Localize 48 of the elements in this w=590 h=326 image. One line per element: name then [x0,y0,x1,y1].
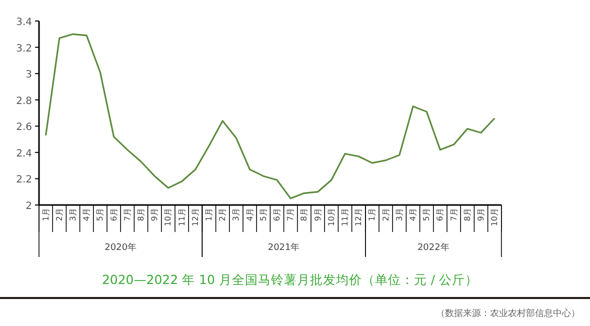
y-tick-label: 3.2 [16,43,32,54]
y-tick-label: 2.2 [16,174,32,186]
x-tick-label: 3月 [232,208,241,222]
text: 2022年 [417,242,450,253]
x-tick-label: 11月 [340,208,350,226]
x-tick-label: 10月 [490,208,500,226]
x-tick-label: 2月 [381,208,390,222]
x-tick-label: 3月 [394,208,404,222]
x-tick-label: 8月 [462,208,472,222]
x-tick-label: 1月 [368,208,377,222]
y-tick-label: 2.8 [16,96,32,107]
x-tick-label: 6月 [109,208,118,222]
y-tick-label: 2.4 [16,148,32,160]
x-tick-label: 9月 [150,208,160,222]
x-tick-label: 9月 [313,208,322,222]
x-tick-label: 2月 [54,208,64,222]
x-tick-label: 7月 [449,208,458,222]
text: 2020年 [104,242,137,253]
text: 2020—2022 年 10 月全国马铃薯月批发均价（单位：元 / 公斤） [102,272,478,287]
x-tick-label: 3月 [68,208,78,222]
x-tick-label: 7月 [286,208,296,222]
x-tick-label: 1月 [41,208,50,222]
y-tick-label: 3 [26,70,32,81]
y-tick-label: 3.4 [16,17,32,28]
text: （数据来源：农业农村部信息中心） [436,308,580,319]
x-tick-label: 12月 [190,208,200,226]
x-tick-label: 12月 [354,208,364,226]
x-tick-label: 2月 [218,208,228,222]
x-tick-label: 10月 [326,208,336,226]
x-tick-label: 8月 [136,208,146,222]
x-tick-label: 8月 [300,208,309,222]
y-tick-label: 2.6 [16,122,32,134]
x-tick-label: 7月 [122,208,132,222]
x-tick-label: 10月 [164,208,173,226]
x-tick-label: 5月 [258,208,268,222]
x-tick-label: 6月 [272,208,282,222]
text: 2021年 [268,242,300,253]
x-tick-label: 5月 [96,208,105,222]
line-series [45,33,496,200]
x-tick-label: 11月 [177,208,186,226]
x-tick-label: 4月 [82,208,92,222]
x-tick-label: 6月 [436,208,445,222]
y-tick-label: 2 [26,201,32,212]
x-tick-label: 1月 [204,208,214,222]
x-tick-label: 4月 [408,208,418,222]
x-tick-label: 5月 [422,208,432,222]
x-tick-label: 4月 [245,208,254,222]
x-tick-label: 9月 [476,208,486,222]
